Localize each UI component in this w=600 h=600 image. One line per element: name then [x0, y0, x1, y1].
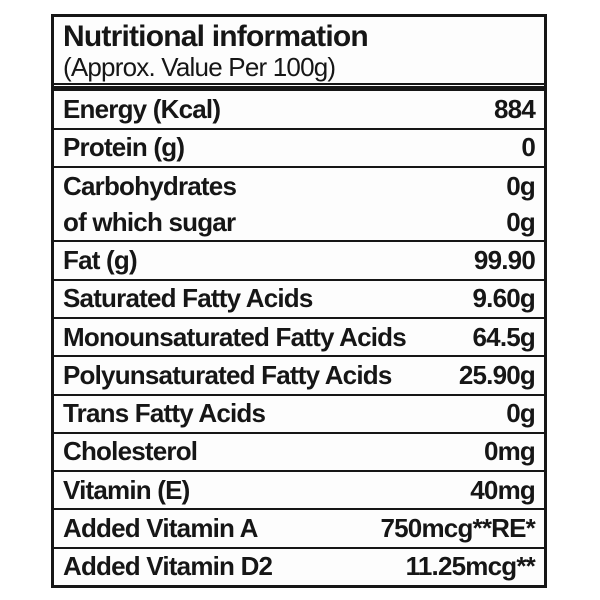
- row-value: 0g: [506, 206, 536, 237]
- carbohydrates-line: Carbohydrates 0g: [54, 168, 544, 204]
- label-title: Nutritional information: [63, 20, 369, 53]
- table-row-polyunsaturated-fatty-acids: Polyunsaturated Fatty Acids 25.90g: [54, 355, 544, 393]
- row-label: Carbohydrates: [63, 170, 237, 201]
- row-label: Added Vitamin A: [63, 513, 258, 544]
- table-row-fat: Fat (g) 99.90: [54, 240, 544, 278]
- table-row-energy: Energy (Kcal) 884: [54, 91, 544, 127]
- table-row-trans-fatty-acids: Trans Fatty Acids 0g: [54, 393, 544, 432]
- header-divider: [54, 86, 544, 92]
- row-value: 0g: [506, 170, 536, 201]
- of-which-sugar-line: of which sugar 0g: [54, 204, 544, 240]
- row-label: Vitamin (E): [63, 474, 190, 505]
- table-row-monounsaturated-fatty-acids: Monounsaturated Fatty Acids 64.5g: [54, 316, 544, 355]
- row-value: 40mg: [470, 474, 536, 505]
- row-value: 750mcg**RE*: [380, 513, 535, 544]
- row-value: 0g: [506, 398, 536, 429]
- row-value: 0mg: [483, 436, 536, 467]
- row-label: Monounsaturated Fatty Acids: [63, 321, 407, 352]
- table-row-carbohydrates: Carbohydrates 0g of which sugar 0g: [54, 165, 544, 241]
- nutrition-table: Energy (Kcal) 884 Protein (g) 0 Carbohyd…: [54, 91, 544, 585]
- label-subtitle: (Approx. Value Per 100g): [63, 52, 336, 82]
- label-header: Nutritional information (Approx. Value P…: [54, 17, 544, 86]
- row-value: 99.90: [473, 245, 536, 276]
- table-row-saturated-fatty-acids: Saturated Fatty Acids 9.60g: [54, 278, 544, 317]
- row-label: of which sugar: [63, 206, 236, 237]
- row-label: Cholesterol: [63, 436, 198, 467]
- table-row-added-vitamin-d2: Added Vitamin D2 11.25mcg**: [54, 546, 544, 585]
- table-row-added-vitamin-a: Added Vitamin A 750mcg**RE*: [54, 508, 544, 546]
- row-label: Protein (g): [63, 132, 185, 163]
- row-value: 9.60g: [472, 283, 536, 314]
- row-value: 11.25mcg**: [405, 551, 536, 582]
- row-value: 0: [521, 132, 535, 163]
- row-value: 64.5g: [472, 321, 536, 352]
- row-label: Fat (g): [63, 245, 138, 276]
- table-row-protein: Protein (g) 0: [54, 127, 544, 166]
- row-label: Added Vitamin D2: [63, 551, 273, 582]
- row-value: 884: [494, 93, 536, 124]
- row-value: 25.90g: [458, 359, 536, 390]
- row-label: Energy (Kcal): [63, 93, 221, 124]
- row-label: Saturated Fatty Acids: [63, 283, 313, 314]
- table-row-vitamin-e: Vitamin (E) 40mg: [54, 470, 544, 508]
- row-label: Trans Fatty Acids: [63, 398, 266, 429]
- row-label: Polyunsaturated Fatty Acids: [63, 359, 392, 390]
- table-row-cholesterol: Cholesterol 0mg: [54, 431, 544, 470]
- nutrition-label: Nutritional information (Approx. Value P…: [51, 14, 547, 588]
